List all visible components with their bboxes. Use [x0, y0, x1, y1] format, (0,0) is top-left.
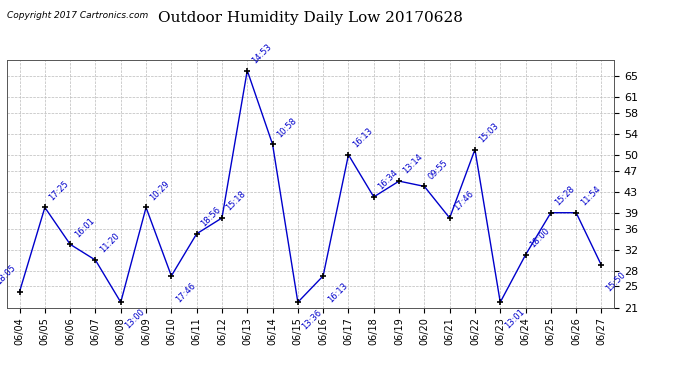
- Text: 17:46: 17:46: [452, 189, 475, 213]
- Text: 10:29: 10:29: [148, 179, 172, 202]
- Text: 15:50: 15:50: [604, 271, 627, 294]
- Text: 16:13: 16:13: [351, 126, 374, 150]
- Text: 18:00: 18:00: [528, 226, 551, 250]
- Text: 18:56: 18:56: [199, 205, 222, 228]
- Text: 16:01: 16:01: [72, 216, 96, 239]
- Text: Copyright 2017 Cartronics.com: Copyright 2017 Cartronics.com: [7, 11, 148, 20]
- Text: 16:34: 16:34: [376, 168, 400, 192]
- Text: 11:54: 11:54: [579, 184, 602, 207]
- Text: 18:05: 18:05: [0, 263, 17, 286]
- Text: 10:58: 10:58: [275, 116, 298, 139]
- Text: 17:25: 17:25: [48, 179, 70, 202]
- Text: 15:03: 15:03: [477, 121, 501, 144]
- Text: 16:13: 16:13: [326, 281, 349, 304]
- Text: 13:14: 13:14: [402, 153, 425, 176]
- Text: 13:01: 13:01: [503, 308, 526, 331]
- Text: 15:28: 15:28: [553, 184, 577, 207]
- Text: 15:18: 15:18: [224, 189, 248, 213]
- Text: 14:53: 14:53: [250, 42, 273, 65]
- Text: 13:36: 13:36: [300, 308, 324, 331]
- Text: 17:46: 17:46: [174, 281, 197, 304]
- Text: 11:20: 11:20: [98, 232, 121, 255]
- Text: 09:55: 09:55: [427, 158, 450, 181]
- Text: Outdoor Humidity Daily Low 20170628: Outdoor Humidity Daily Low 20170628: [158, 11, 463, 25]
- Text: Humidity  (%): Humidity (%): [573, 16, 655, 26]
- Text: 13:00: 13:00: [124, 308, 146, 331]
